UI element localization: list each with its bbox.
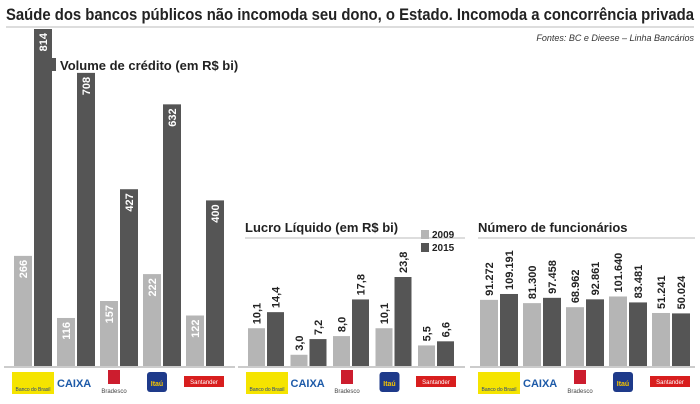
data-label: 708 — [81, 77, 93, 95]
bar-2015 — [34, 29, 52, 366]
panel-title: Lucro Líquido (em R$ bi) — [245, 220, 398, 235]
data-label: 122 — [190, 319, 202, 337]
data-label: 3,0 — [294, 335, 306, 350]
santander-logo — [650, 376, 690, 387]
itau-logo — [147, 372, 167, 392]
data-label: 116 — [61, 322, 73, 340]
bar-2015 — [629, 302, 647, 366]
bank-name: Itaú — [151, 381, 163, 388]
data-label: 632 — [167, 108, 179, 126]
bank-name: Bradesco — [334, 389, 360, 395]
data-label: 50.024 — [676, 275, 688, 310]
bradesco-logo — [341, 370, 353, 384]
bank-name: Santander — [190, 380, 218, 386]
bar-2009 — [609, 296, 627, 366]
bank-name: Bradesco — [101, 389, 127, 395]
bank-name: Santander — [656, 380, 684, 386]
data-label: 10,1 — [379, 303, 391, 324]
data-label: 91.272 — [484, 262, 496, 296]
bar-2015 — [309, 339, 327, 366]
legend-swatch — [421, 243, 429, 252]
banco-do-brasil-logo — [12, 372, 54, 394]
data-label: 814 — [38, 32, 50, 51]
banco-do-brasil-logo — [246, 372, 288, 394]
data-label: 101.640 — [613, 253, 625, 293]
chart-title: Saúde dos bancos públicos não incomoda s… — [6, 5, 694, 24]
bar-2009 — [523, 303, 541, 366]
legend-label: 2015 — [432, 243, 455, 254]
bar-2009 — [375, 328, 393, 366]
data-label: 81.300 — [527, 265, 539, 299]
data-label: 109.191 — [504, 250, 516, 290]
bradesco-logo — [108, 370, 120, 384]
data-label: 266 — [18, 260, 30, 278]
bank-name: Banco do Brasil — [481, 387, 516, 393]
panel-title: Número de funcionários — [478, 220, 628, 235]
data-label: 10,1 — [252, 303, 264, 324]
data-label: 97.458 — [547, 260, 559, 294]
legend-swatch — [421, 230, 429, 239]
data-label: 7,2 — [313, 320, 325, 335]
bank-name: Santander — [422, 380, 450, 386]
data-label: 222 — [147, 278, 159, 296]
data-label: 14,4 — [271, 286, 283, 308]
bar-2015 — [672, 313, 690, 366]
caixa-logo: CAIXA — [523, 378, 557, 390]
data-label: 5,5 — [422, 326, 434, 341]
bar-2015 — [267, 312, 284, 366]
data-label: 8,0 — [337, 317, 349, 332]
bar-2015 — [500, 293, 518, 366]
data-label: 51.241 — [656, 275, 668, 309]
bar-2015 — [77, 72, 95, 366]
bar-2015 — [120, 189, 138, 366]
data-label: 6,6 — [441, 322, 453, 337]
bar-2009 — [186, 315, 204, 366]
bar-2009 — [14, 255, 32, 366]
data-label: 400 — [210, 204, 222, 222]
caixa-logo: CAIXA — [291, 378, 325, 390]
itau-logo — [613, 372, 633, 392]
bar-2009 — [248, 328, 265, 366]
data-label: 68.962 — [570, 270, 582, 304]
data-label: 92.861 — [590, 262, 602, 296]
bradesco-logo — [574, 370, 586, 384]
bar-2015 — [543, 297, 561, 366]
santander-logo — [184, 376, 224, 387]
bank-name: Itaú — [383, 381, 395, 388]
caixa-logo: CAIXA — [57, 378, 91, 390]
data-label: 23,8 — [398, 252, 410, 273]
bank-name: Banco do Brasil — [15, 387, 50, 393]
bar-2015 — [206, 200, 224, 366]
bar-2009 — [290, 354, 308, 366]
data-label: 17,8 — [356, 274, 368, 295]
bar-2009 — [143, 274, 161, 366]
data-label: 427 — [124, 193, 136, 211]
panel-title: Volume de crédito (em R$ bi) — [60, 58, 238, 73]
bar-2009 — [333, 336, 350, 366]
bar-2015 — [163, 104, 181, 367]
data-label: 157 — [104, 305, 116, 323]
itau-logo — [379, 372, 400, 392]
bar-2009 — [566, 307, 584, 366]
bar-2009 — [652, 312, 670, 366]
banco-do-brasil-logo — [478, 372, 520, 394]
bar-2015 — [394, 277, 412, 366]
bank-name: Bradesco — [567, 389, 593, 395]
source-note: Fontes: BC e Dieese – Linha Bancários — [536, 33, 694, 43]
bar-2015 — [352, 299, 369, 366]
bank-name: Itaú — [617, 381, 629, 388]
data-label: 83.481 — [633, 265, 645, 299]
bar-2009 — [480, 299, 498, 366]
santander-logo — [416, 376, 456, 387]
bar-2015 — [437, 341, 454, 366]
bank-name: Banco do Brasil — [249, 387, 284, 393]
bar-2009 — [418, 345, 435, 366]
bar-2009 — [100, 301, 118, 366]
bar-2015 — [586, 299, 604, 366]
bar-2009 — [57, 317, 75, 366]
legend-label: 2009 — [432, 230, 455, 241]
